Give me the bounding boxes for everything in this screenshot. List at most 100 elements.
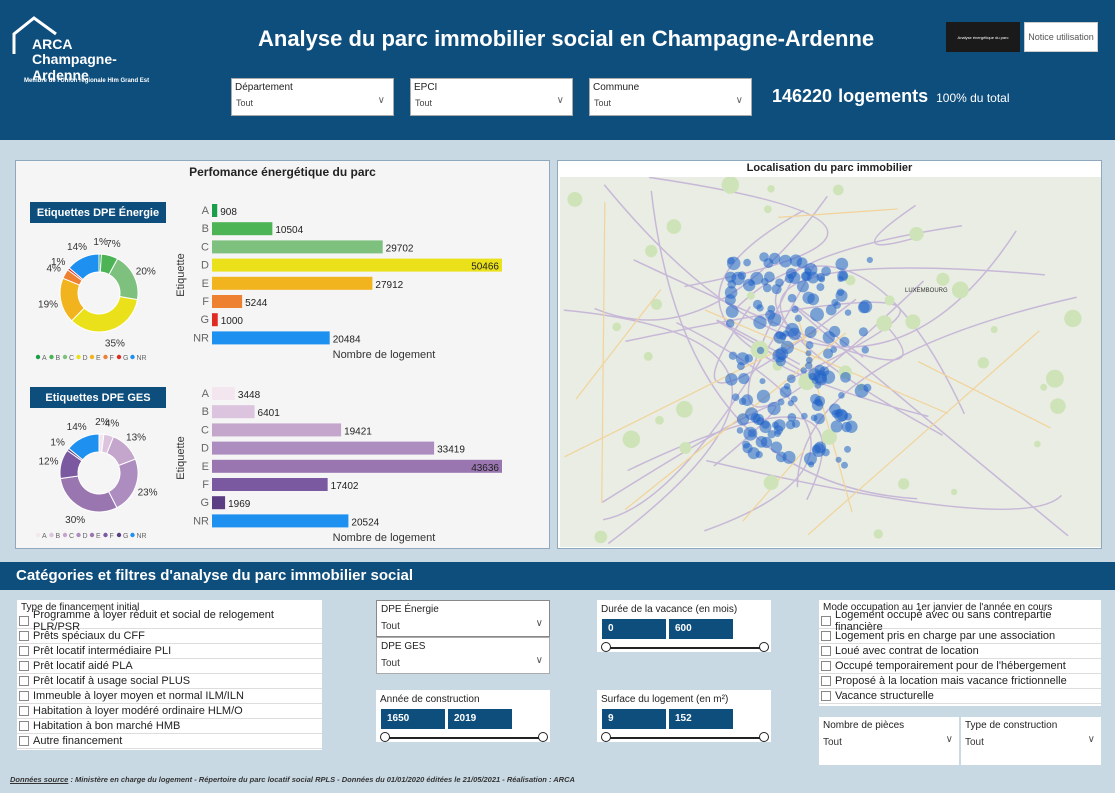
map-green-area: [594, 530, 608, 544]
housing-location-dot: [728, 351, 738, 360]
checkbox[interactable]: [19, 736, 29, 746]
map-green-area: [676, 401, 693, 418]
financement-option[interactable]: Habitation à bon marché HMB: [17, 719, 322, 734]
chevron-down-icon[interactable]: ∨: [535, 655, 543, 666]
housing-location-dot: [756, 389, 771, 404]
housing-location-dot: [787, 293, 797, 303]
housing-location-dot: [770, 441, 783, 454]
occupation-option[interactable]: Proposé à la location mais vacance frict…: [819, 674, 1101, 689]
financement-filter: Type de financement initial Programme à …: [17, 600, 322, 750]
chevron-down-icon[interactable]: ∨: [377, 95, 385, 106]
chevron-down-icon[interactable]: ∨: [535, 618, 543, 629]
checkbox[interactable]: [821, 691, 831, 701]
occupation-option[interactable]: Logement pris en charge par une associat…: [819, 629, 1101, 644]
occupation-option[interactable]: Vacance structurelle: [819, 689, 1101, 704]
annee-max-handle[interactable]: [538, 732, 548, 742]
checkbox[interactable]: [19, 661, 29, 671]
map-highway: [575, 289, 662, 400]
notice-button[interactable]: Notice utilisation: [1024, 22, 1098, 52]
housing-location-dot: [780, 340, 794, 354]
checkbox[interactable]: [19, 616, 29, 626]
map-highway: [778, 208, 898, 218]
vacance-max[interactable]: 600: [669, 619, 733, 639]
slicer-label: EPCI: [414, 82, 438, 93]
dpe-ges-filter[interactable]: DPE GES Tout ∨: [376, 637, 550, 674]
financement-option[interactable]: Prêts spéciaux du CFF: [17, 629, 322, 644]
occupation-option[interactable]: Logement occupé avec ou sans contreparti…: [819, 609, 1101, 633]
housing-location-dot: [767, 401, 781, 416]
surface-max-handle[interactable]: [759, 732, 769, 742]
checkbox[interactable]: [19, 721, 29, 731]
financement-option-label: Habitation à loyer modéré ordinaire HLM/…: [33, 705, 243, 717]
checkbox[interactable]: [821, 676, 831, 686]
occupation-list: Logement occupé avec ou sans contreparti…: [819, 609, 1101, 704]
vacance-min-handle[interactable]: [601, 642, 611, 652]
donut-label: 1%: [50, 438, 65, 449]
housing-location-dot: [818, 275, 826, 283]
checkbox[interactable]: [821, 631, 831, 641]
donut-slice-E: [59, 475, 118, 513]
annee-min-handle[interactable]: [380, 732, 390, 742]
chevron-down-icon[interactable]: ∨: [1087, 734, 1095, 745]
checkbox[interactable]: [19, 631, 29, 641]
checkbox[interactable]: [19, 706, 29, 716]
housing-location-dot: [835, 257, 849, 271]
financement-option[interactable]: Prêt locatif aidé PLA: [17, 659, 322, 674]
map-green-area: [1045, 369, 1064, 388]
occupation-option[interactable]: Occupé temporairement pour de l'hébergem…: [819, 659, 1101, 674]
annee-min[interactable]: 1650: [381, 709, 445, 729]
energy-analysis-button[interactable]: Analyse énergétique du parc: [946, 22, 1020, 52]
financement-option[interactable]: Habitation à loyer modéré ordinaire HLM/…: [17, 704, 322, 719]
checkbox[interactable]: [19, 691, 29, 701]
map-green-area: [909, 226, 924, 242]
checkbox[interactable]: [821, 646, 831, 656]
financement-option[interactable]: Immeuble à loyer moyen et normal ILM/ILN: [17, 689, 322, 704]
bar-E: [212, 459, 502, 473]
donut-label: 2%: [95, 417, 110, 428]
financement-option-label: Prêt locatif intermédiaire PLI: [33, 645, 172, 657]
dpe-ges-label: Etiquettes DPE GES: [30, 387, 166, 408]
map-green-area: [845, 275, 856, 286]
donut-label: 4%: [105, 419, 120, 430]
financement-option[interactable]: Prêt locatif à usage social PLUS: [17, 674, 322, 689]
bar-value-label: 33419: [437, 445, 465, 456]
checkbox[interactable]: [821, 616, 831, 626]
housing-location-dot: [759, 421, 772, 434]
housing-location-dot: [804, 326, 817, 338]
surface-min-handle[interactable]: [601, 732, 611, 742]
chevron-down-icon[interactable]: ∨: [945, 734, 953, 745]
commune-slicer[interactable]: Commune Tout ∨: [589, 78, 752, 116]
x-axis-title: Nombre de logement: [333, 349, 436, 361]
checkbox[interactable]: [821, 661, 831, 671]
annee-max[interactable]: 2019: [448, 709, 512, 729]
occupation-option[interactable]: Loué avec contrat de location: [819, 644, 1101, 659]
map-green-area: [764, 205, 772, 214]
epci-slicer[interactable]: EPCI Tout ∨: [410, 78, 573, 116]
financement-option[interactable]: Prêt locatif intermédiaire PLI: [17, 644, 322, 659]
surface-max[interactable]: 152: [669, 709, 733, 729]
map-view[interactable]: LUXEMBOURG: [560, 177, 1101, 547]
checkbox[interactable]: [19, 676, 29, 686]
bar-category-label: G: [200, 314, 209, 326]
surface-min[interactable]: 9: [602, 709, 666, 729]
y-axis-title: Etiquette: [175, 436, 187, 479]
chevron-down-icon[interactable]: ∨: [556, 95, 564, 106]
footer: Données source : Ministère en charge du …: [10, 775, 575, 784]
chevron-down-icon[interactable]: ∨: [735, 95, 743, 106]
dpe-energie-filter[interactable]: DPE Énergie Tout ∨: [376, 600, 550, 637]
construction-filter[interactable]: Type de construction Tout ∨: [961, 717, 1101, 765]
dpe-energie-label: Etiquettes DPE Énergie: [30, 202, 166, 223]
legend-dot-B: [49, 354, 54, 360]
vacance-max-handle[interactable]: [759, 642, 769, 652]
vacance-min[interactable]: 0: [602, 619, 666, 639]
map-road: [650, 190, 918, 500]
financement-option[interactable]: Autre financement: [17, 734, 322, 749]
legend-label: F: [110, 355, 114, 362]
departement-slicer[interactable]: Département Tout ∨: [231, 78, 394, 116]
bar-NR: [212, 331, 330, 345]
checkbox[interactable]: [19, 646, 29, 656]
financement-option[interactable]: Programme à loyer réduit et social de re…: [17, 609, 322, 633]
legend-dot-E: [89, 532, 95, 538]
housing-location-dot: [794, 314, 802, 322]
pieces-filter[interactable]: Nombre de pièces Tout ∨: [819, 717, 959, 765]
